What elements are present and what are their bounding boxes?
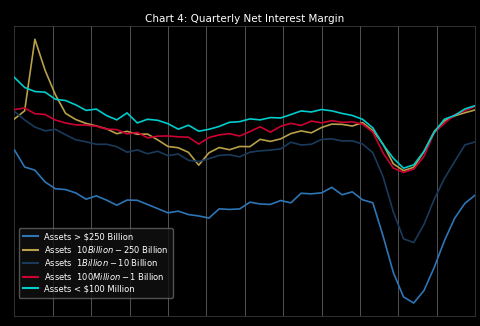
Legend: Assets > $250 Billion, Assets  $10 Billion - $250 Billion, Assets  $1 Billion - : Assets > $250 Billion, Assets $10 Billio… [19,228,173,298]
Title: Chart 4: Quarterly Net Interest Margin: Chart 4: Quarterly Net Interest Margin [145,14,345,24]
